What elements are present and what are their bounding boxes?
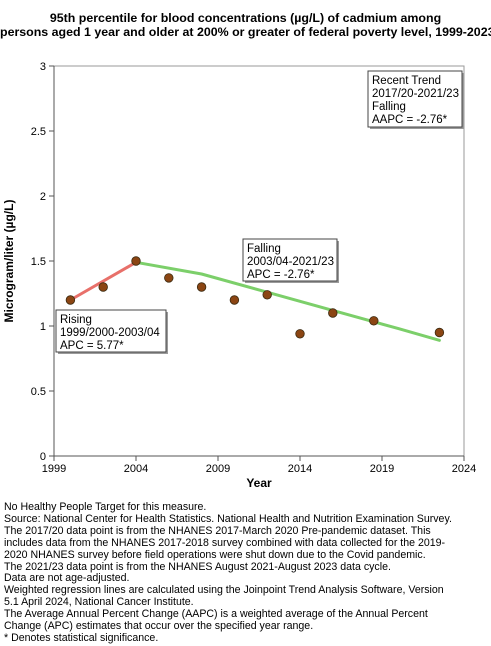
chart-title-line-2: persons aged 1 year and older at 200% or… — [0, 25, 491, 39]
annotation-line: 2003/04-2021/23 — [247, 256, 334, 268]
data-point — [369, 316, 379, 326]
footnote-line: Data are not age-adjusted. — [4, 572, 130, 585]
annotation-line: APC = 5.77* — [60, 340, 124, 352]
data-point — [229, 295, 240, 305]
footnote-line: 5.1 April 2024, National Cancer Institut… — [4, 596, 194, 609]
footnote-line: Source: National Center for Health Stati… — [4, 512, 452, 525]
chart-title-line-1: 95th percentile for blood concentrations… — [49, 11, 442, 25]
annotation-line: Falling — [372, 101, 406, 113]
y-tick-label: 3 — [40, 61, 46, 73]
footnote-line: The Average Annual Percent Change (AAPC)… — [4, 608, 428, 621]
data-point — [196, 282, 207, 292]
y-tick-label: 2.5 — [31, 126, 46, 138]
x-tick-label: 2024 — [452, 463, 476, 475]
data-point — [295, 329, 305, 339]
footnote-line: The 2017/20 data point is from the NHANE… — [4, 524, 431, 537]
chart-title: 95th percentile for blood concentrations… — [0, 11, 491, 39]
x-axis-title: Year — [246, 476, 272, 490]
footnote-line: Weighted regression lines are calculated… — [4, 584, 444, 597]
data-point — [98, 282, 108, 292]
footnote-line: 2020 NHANES survey before field operatio… — [4, 548, 426, 561]
footnote-line: Change (APC) estimates that occur over t… — [4, 620, 314, 633]
trend-lines — [68, 260, 441, 342]
y-tick-label: 2 — [40, 191, 46, 203]
y-tick-label: 1.5 — [31, 256, 46, 268]
x-tick-label: 1999 — [42, 463, 66, 475]
y-axis-title: Microgram/liter (µg/L) — [2, 200, 16, 323]
data-point — [434, 327, 445, 338]
y-tick-label: 0.5 — [31, 386, 46, 398]
x-tick-label: 2004 — [124, 463, 148, 475]
annotation-box — [55, 309, 167, 353]
x-tick-label: 2019 — [370, 463, 394, 475]
annotation-line: Rising — [60, 314, 92, 326]
annotation-box — [367, 70, 463, 128]
data-point — [262, 290, 272, 300]
chart-plot: 0 0.5 1 1.5 2 2.5 3 1999 2004 2009 2014 2019 2024 Ri… — [2, 61, 477, 490]
annotation-line: Falling — [247, 243, 281, 255]
annotation-line: APC = -2.76* — [247, 269, 315, 281]
y-tick-label: 1 — [40, 321, 46, 333]
annotation-line: AAPC = -2.76* — [372, 114, 448, 126]
trend-line-falling — [134, 260, 441, 342]
data-point — [65, 295, 76, 305]
data-point — [164, 273, 174, 283]
data-point — [131, 256, 141, 266]
footnote-line: * Denotes statistical significance. — [4, 631, 159, 644]
data-points — [65, 256, 445, 339]
footnote-line: No Healthy People Target for this measur… — [4, 501, 207, 513]
x-tick-label: 2014 — [288, 463, 312, 475]
annotation-box — [242, 238, 338, 282]
x-tick-label: 2009 — [206, 463, 230, 475]
data-point — [328, 308, 338, 318]
footnote-line: includes data from the NHANES 2017-2018 … — [4, 536, 446, 549]
chart-axes: 0 0.5 1 1.5 2 2.5 3 1999 2004 2009 2014 2019 2024 — [31, 61, 477, 475]
trend-line-rising — [68, 260, 138, 302]
annotation-line: 1999/2000-2003/04 — [60, 327, 160, 339]
footnote-line: The 2021/23 data point is from the NHANE… — [4, 560, 391, 573]
annotation-line: 2017/20-2021/23 — [372, 88, 459, 100]
y-tick-label: 0 — [40, 451, 46, 463]
annotation-line: Recent Trend — [372, 75, 441, 87]
footnotes: No Healthy People Target for this measur… — [4, 501, 490, 645]
